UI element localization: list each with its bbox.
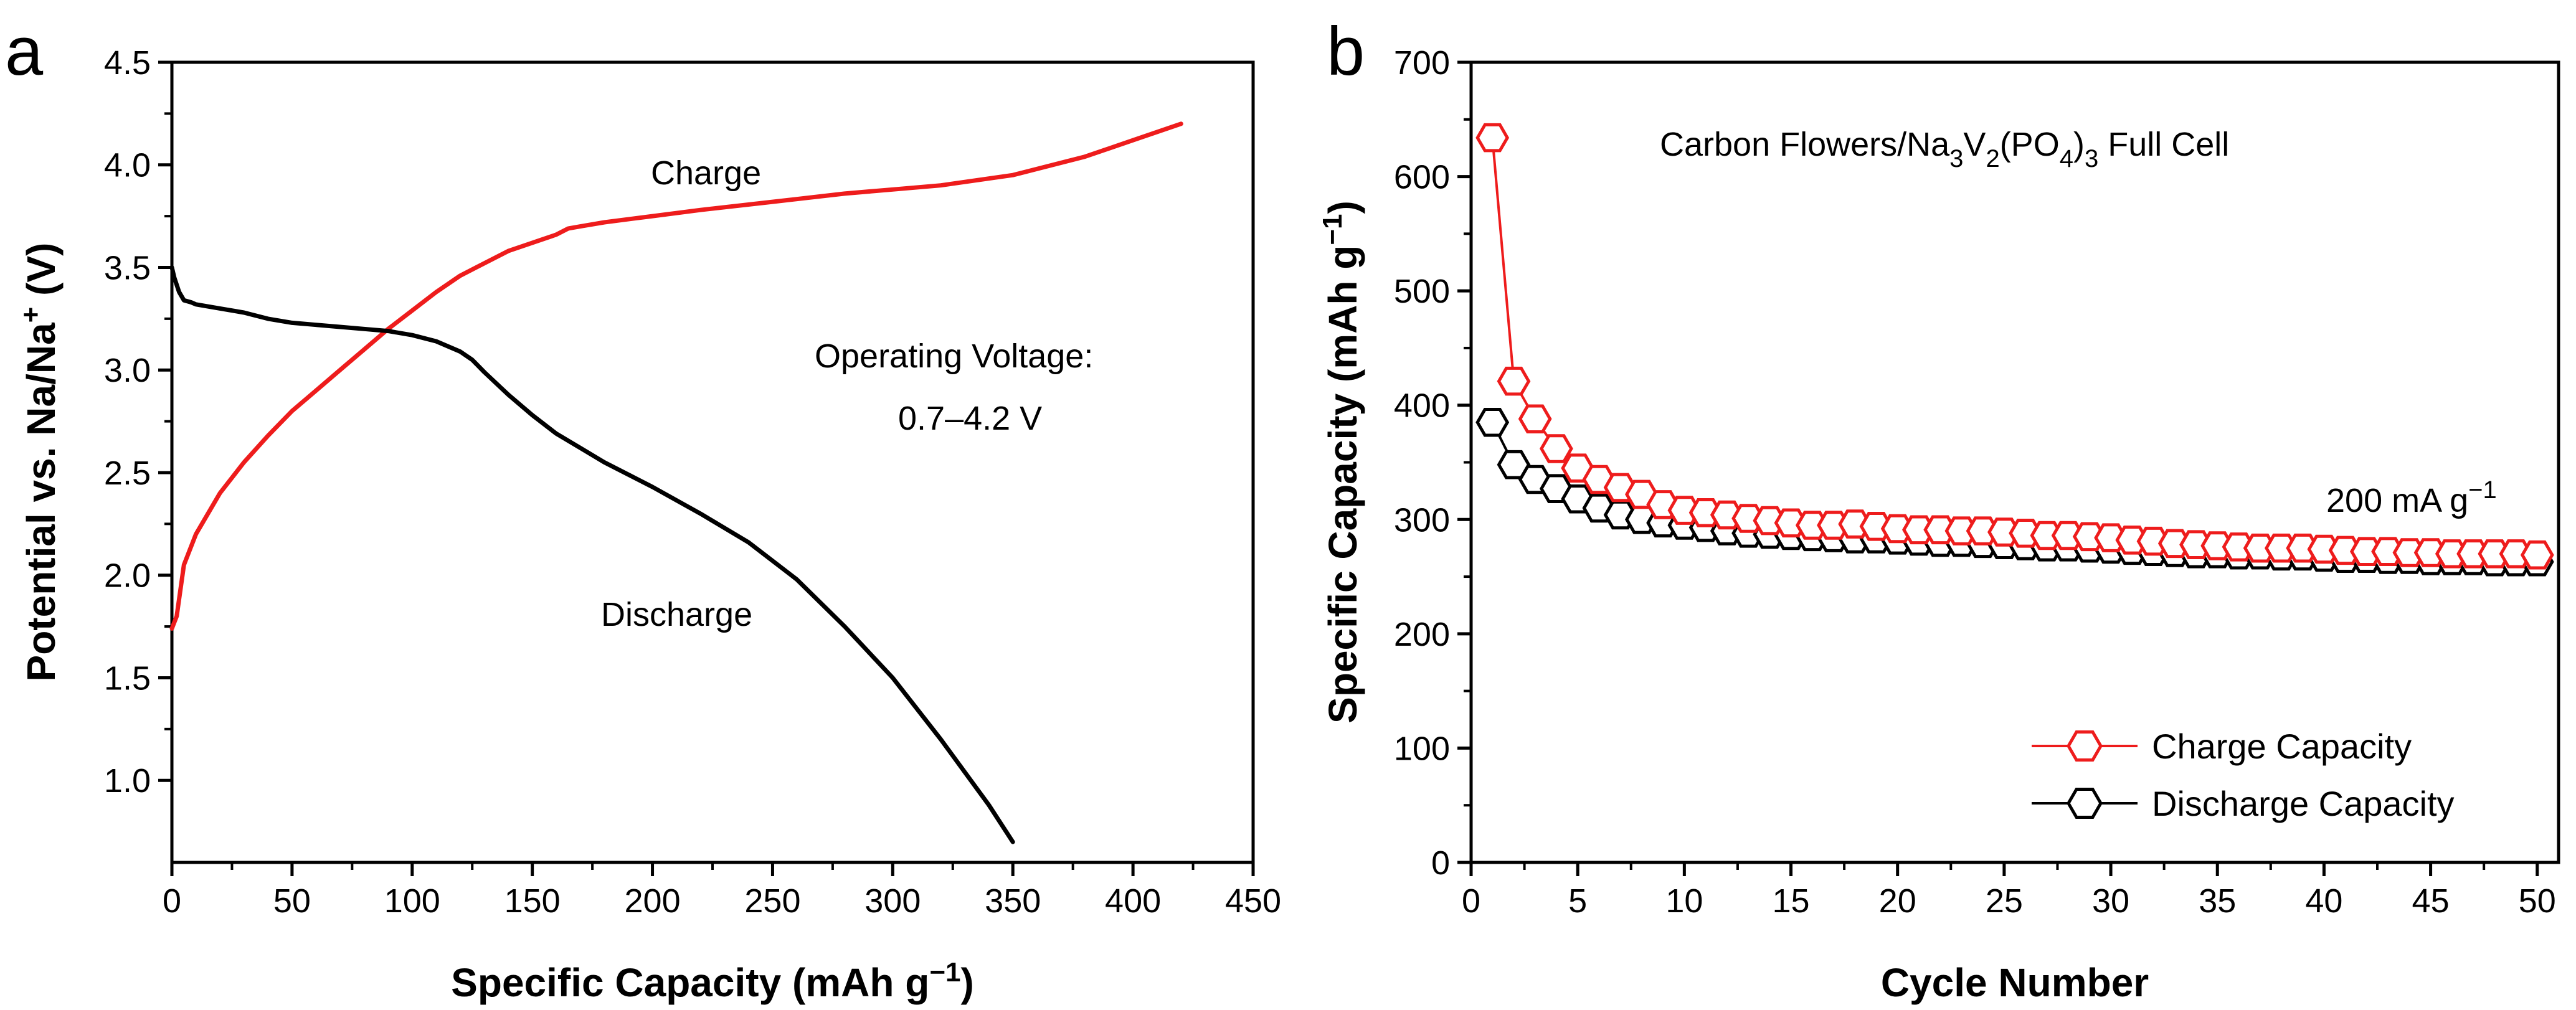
panel-b-x-tick-label: 0 — [1462, 882, 1480, 920]
charge-capacity-point — [2072, 522, 2106, 552]
charge-capacity-point — [2222, 532, 2256, 562]
charge-capacity-point — [1923, 515, 1958, 545]
current-density-annotation: 200 mA g−1 — [2326, 476, 2497, 519]
charge-capacity-point — [2478, 539, 2512, 569]
panel-a-ticks: 0 50 100 150 200 250 300 350 400 450 1.0 1.5 2.0 2.5 3… — [104, 44, 1281, 920]
panel-b-y-tick-label: 0 — [1431, 844, 1450, 882]
charge-capacity-point — [2179, 530, 2213, 559]
panel-b-x-tick-label: 25 — [1986, 882, 2023, 920]
charge-capacity-point — [1987, 517, 2021, 547]
panel-a-x-tick-label: 250 — [744, 882, 800, 920]
charge-capacity-point — [2286, 533, 2320, 563]
charge-capacity-point — [1497, 366, 1531, 396]
panel-a-series — [169, 121, 1183, 844]
panel-b-x-tick-label: 35 — [2199, 882, 2236, 920]
charge-capacity-point — [2243, 533, 2277, 563]
panel-a-letter: a — [5, 13, 44, 90]
charge-capacity-point — [2413, 538, 2448, 567]
panel-a-y-tick-label: 3.0 — [104, 352, 151, 389]
panel-a-x-tick-label: 50 — [273, 882, 311, 920]
panel-a-y-axis-title: Potential vs. Na/Na+ (V) — [16, 243, 64, 682]
panel-b-x-tick-label: 5 — [1568, 882, 1587, 920]
panel-b-x-tick-label: 20 — [1879, 882, 1916, 920]
panel-b-y-tick-label: 100 — [1394, 730, 1450, 767]
charge-capacity-point — [2350, 537, 2384, 566]
panel-b-y-tick-label: 300 — [1394, 501, 1450, 539]
charge-capacity-point — [1880, 514, 1915, 544]
panel-a-y-tick-label: 2.5 — [104, 455, 151, 492]
panel-b-y-tick-label: 200 — [1394, 616, 1450, 653]
charge-capacity-point — [1518, 404, 1552, 433]
charge-capacity-point — [2200, 531, 2235, 560]
panel-a-y-tick-label: 3.5 — [104, 249, 151, 286]
panel-b-y-tick-label: 500 — [1394, 273, 1450, 310]
panel-a-y-tick-label: 4.5 — [104, 44, 151, 82]
charge-capacity-point — [2520, 540, 2554, 570]
panel-b-x-tick-label: 40 — [2305, 882, 2342, 920]
charge-curve — [169, 121, 1183, 631]
panel-a-y-tick-label: 2.0 — [104, 557, 151, 595]
charge-capacity-point — [2371, 537, 2405, 566]
panel-a-x-tick-label: 0 — [163, 882, 181, 920]
charge-capacity-point — [2435, 539, 2469, 569]
charge-capacity-legend-marker — [2067, 730, 2103, 762]
charge-capacity-point — [1902, 515, 1936, 545]
charge-capacity-point — [2328, 536, 2362, 565]
discharge-curve-label: Discharge — [601, 596, 752, 633]
panel-a-x-tick-label: 400 — [1105, 882, 1161, 920]
charge-capacity-point — [2051, 521, 2085, 550]
panel-b-series — [1475, 123, 2554, 577]
charge-capacity-point — [2265, 533, 2298, 563]
charge-capacity-point — [1817, 511, 1850, 540]
panel-a: a 0 50 100 150 200 250 300 350 400 450 1.0 1.5 2.0 2.… — [5, 13, 1281, 1005]
charge-capacity-point — [1966, 516, 2000, 545]
panel-b-letter: b — [1327, 13, 1365, 90]
discharge-capacity-point — [1475, 408, 1510, 437]
charge-capacity-legend-label: Charge Capacity — [2152, 727, 2412, 766]
panel-b-x-tick-label: 45 — [2412, 882, 2450, 920]
charge-capacity-point — [1795, 511, 1829, 540]
discharge-capacity-legend-marker — [2067, 788, 2103, 819]
panel-b-x-tick-label: 15 — [1772, 882, 1809, 920]
charge-capacity-point — [2157, 529, 2192, 559]
charge-capacity-point — [2115, 526, 2149, 555]
panel-a-x-tick-label: 100 — [384, 882, 440, 920]
panel-a-x-tick-label: 300 — [864, 882, 921, 920]
charge-capacity-point — [2030, 521, 2064, 550]
discharge-capacity-legend-label: Discharge Capacity — [2152, 784, 2455, 823]
panel-b-y-tick-label: 700 — [1394, 44, 1450, 82]
panel-a-x-tick-label: 200 — [625, 882, 681, 920]
panel-a-y-tick-label: 1.0 — [104, 762, 151, 800]
panel-b-y-tick-label: 400 — [1394, 387, 1450, 425]
charge-capacity-point — [1475, 123, 1510, 153]
panel-b-ticks: 0 5 10 15 20 25 30 35 40 45 5001002003004005006007… — [1394, 44, 2556, 920]
charge-capacity-point — [1944, 516, 1979, 545]
panel-b-x-tick-label: 30 — [2092, 882, 2129, 920]
cell-name-annotation: Carbon Flowers/Na3V2(PO4)3 Full Cell — [1660, 126, 2229, 172]
panel-b-y-tick-label: 600 — [1394, 159, 1450, 196]
charge-capacity-point — [2392, 538, 2427, 567]
panel-b-legend: Charge Capacity Discharge Capacity — [2032, 727, 2455, 823]
panel-b: b 0 5 10 15 20 25 30 35 40 45 50010020030040050060… — [1317, 13, 2560, 1005]
operating-voltage-title: Operating Voltage: — [815, 337, 1093, 375]
charge-capacity-point — [2499, 539, 2533, 569]
panel-a-y-tick-label: 4.0 — [104, 147, 151, 184]
charge-capacity-point — [2456, 539, 2490, 569]
panel-a-x-tick-label: 350 — [985, 882, 1041, 920]
discharge-curve — [169, 265, 1015, 844]
panel-b-y-axis-title: Specific Capacity (mAh g−1) — [1317, 201, 1365, 724]
charge-capacity-point — [1540, 434, 1573, 463]
charge-capacity-point — [2307, 534, 2341, 564]
panel-a-x-tick-label: 150 — [504, 882, 561, 920]
panel-a-y-tick-label: 1.5 — [104, 659, 151, 697]
panel-b-x-tick-label: 10 — [1665, 882, 1703, 920]
panel-b-x-tick-label: 50 — [2519, 882, 2556, 920]
charge-curve-label: Charge — [651, 154, 761, 192]
panel-a-x-axis-title: Specific Capacity (mAh g−1) — [451, 957, 974, 1005]
operating-voltage-range: 0.7–4.2 V — [898, 400, 1042, 437]
panel-b-x-axis-title: Cycle Number — [1881, 960, 2149, 1005]
panel-a-x-tick-label: 450 — [1225, 882, 1281, 920]
